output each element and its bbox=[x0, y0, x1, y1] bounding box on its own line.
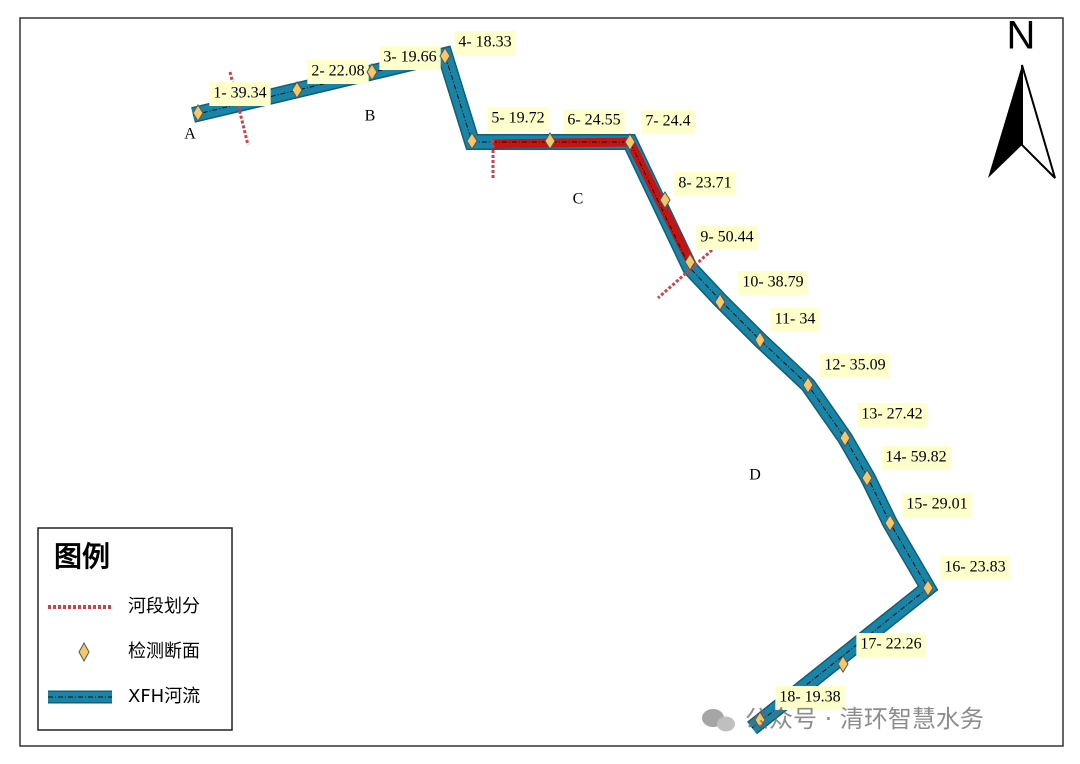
section-marker bbox=[544, 132, 556, 150]
section-label: 7- 24.4 bbox=[645, 113, 690, 130]
section-label: 8- 23.71 bbox=[678, 175, 731, 192]
legend-item: 河段划分 bbox=[128, 596, 200, 617]
section-marker bbox=[802, 376, 814, 394]
section-marker bbox=[192, 104, 204, 122]
section-label-bg bbox=[641, 110, 695, 134]
division-line bbox=[657, 248, 713, 300]
section-label-bg bbox=[770, 308, 820, 332]
section-label: 1- 39.34 bbox=[213, 85, 266, 102]
section-label-bg bbox=[881, 446, 951, 470]
section-label-bg bbox=[857, 403, 927, 427]
section-label-bg bbox=[696, 226, 758, 250]
north-arrow-left bbox=[988, 65, 1022, 178]
sections: 1- 39.34 2- 22.08 3- 19.66 4- 18.33 5- 19.72… bbox=[192, 31, 1010, 729]
section-label-bg bbox=[487, 107, 549, 131]
segment-label: B bbox=[365, 108, 376, 125]
section-marker bbox=[659, 191, 671, 209]
section-marker bbox=[684, 253, 696, 271]
section-label: 14- 59.82 bbox=[885, 449, 946, 466]
section-marker bbox=[714, 293, 726, 311]
watermark-icon bbox=[717, 716, 735, 732]
watermark-text: 公众号 · 清环智慧水务 bbox=[745, 705, 984, 733]
section-label: 12- 35.09 bbox=[824, 357, 885, 374]
section-marker bbox=[624, 133, 636, 151]
section-label: 10- 38.79 bbox=[742, 274, 803, 291]
section-label-bg bbox=[738, 271, 808, 295]
section-marker bbox=[922, 579, 934, 597]
section-label: 16- 23.83 bbox=[944, 559, 1005, 576]
section-label-bg bbox=[454, 31, 516, 55]
section-label: 4- 18.33 bbox=[458, 34, 511, 51]
legend-item: 检测断面 bbox=[128, 641, 200, 662]
section-marker bbox=[754, 711, 766, 729]
north-label: N bbox=[1007, 14, 1036, 58]
section-label: 18- 19.38 bbox=[779, 689, 840, 706]
section-marker bbox=[466, 132, 478, 150]
section-label: 5- 19.72 bbox=[491, 110, 544, 127]
legend: 图例 河段划分 检测断面 XFH河流 bbox=[37, 527, 233, 731]
segment-label: A bbox=[184, 126, 196, 143]
section-label-bg bbox=[856, 633, 926, 657]
segment-label: D bbox=[749, 467, 761, 484]
north-arrow: N bbox=[988, 14, 1056, 179]
section-marker bbox=[366, 63, 378, 81]
section-label: 9- 50.44 bbox=[700, 229, 753, 246]
section-label-bg bbox=[563, 109, 625, 133]
section-marker bbox=[839, 429, 851, 447]
section-label: 2- 22.08 bbox=[311, 63, 364, 80]
section-label-bg bbox=[307, 60, 369, 84]
section-marker bbox=[861, 469, 873, 487]
section-label: 11- 34 bbox=[775, 311, 816, 328]
section-label-bg bbox=[820, 354, 890, 378]
section-label-bg bbox=[379, 46, 441, 70]
section-label-bg bbox=[775, 686, 845, 710]
section-label-bg bbox=[209, 82, 271, 106]
section-label: 3- 19.66 bbox=[383, 49, 436, 66]
section-marker bbox=[439, 47, 451, 65]
section-marker bbox=[884, 514, 896, 532]
section-label: 15- 29.01 bbox=[906, 496, 967, 513]
section-label: 6- 24.55 bbox=[567, 112, 620, 129]
legend-item: XFH河流 bbox=[128, 686, 200, 707]
north-arrow-right bbox=[1021, 64, 1056, 179]
section-label-bg bbox=[902, 493, 972, 517]
legend-title: 图例 bbox=[54, 540, 110, 573]
section-marker bbox=[291, 81, 303, 99]
section-label-bg bbox=[940, 556, 1010, 580]
watermark: 公众号 · 清环智慧水务 bbox=[702, 705, 984, 733]
legend-swatch bbox=[78, 641, 90, 663]
segment-label: C bbox=[573, 191, 584, 208]
section-label-bg bbox=[674, 172, 736, 196]
river-centerline bbox=[192, 54, 929, 729]
section-marker bbox=[837, 655, 849, 673]
section-label: 17- 22.26 bbox=[860, 636, 921, 653]
section-label: 13- 27.42 bbox=[861, 406, 922, 423]
section-marker bbox=[754, 331, 766, 349]
